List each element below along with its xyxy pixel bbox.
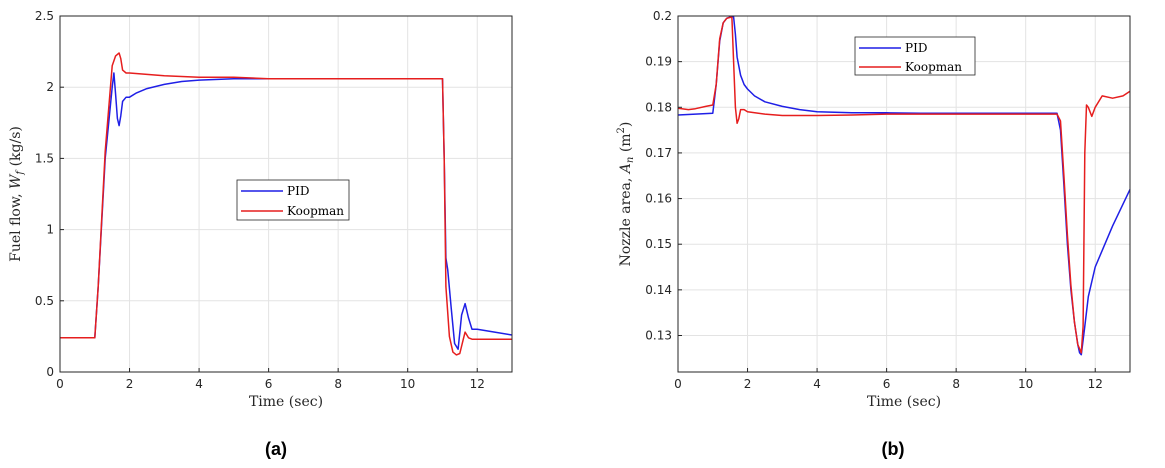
y-axis-label-b: Nozzle area, An (m2): [616, 122, 636, 267]
legend-box-b: [854, 36, 976, 76]
y-axis-label-b-main: Nozzle area,: [618, 173, 634, 266]
axes-frame-b: [677, 15, 1131, 373]
y-axis-label-a-unit: (kg/s): [8, 126, 24, 171]
y-tick-label-b: 0.13: [645, 328, 672, 342]
x-tick-label-b: 2: [744, 377, 752, 391]
y-tick-label-a: 0.5: [35, 294, 54, 308]
x-axis-label-b: Time (sec): [867, 394, 941, 410]
y-tick-label-b: 0.14: [645, 283, 672, 297]
y-tick-label-a: 1: [46, 223, 54, 237]
x-tick-label-a: 2: [126, 377, 134, 391]
x-tick-label-a: 8: [334, 377, 342, 391]
legend-label-pid-a: PID: [287, 184, 309, 198]
y-axis-label-a-sub: f: [15, 169, 26, 176]
x-tick-label-b: 4: [813, 377, 821, 391]
y-axis-label-b-close: ): [618, 122, 634, 127]
series-a: [60, 52, 513, 356]
x-tick-label-b: 6: [883, 377, 891, 391]
y-tick-label-b: 0.18: [645, 100, 672, 114]
y-axis-label-a: Fuel flow, Wf (kg/s): [8, 126, 26, 262]
y-axis-label-b-sub: n: [625, 157, 636, 163]
legend-label-koopman-a: Koopman: [287, 204, 344, 218]
y-axis-label-b-unit: (m: [618, 133, 634, 156]
y-tick-label-b: 0.17: [645, 146, 672, 160]
y-axis-label-a-main: Fuel flow,: [8, 189, 24, 262]
x-tick-label-a: 12: [470, 377, 485, 391]
caption-b: (b): [882, 439, 905, 459]
y-tick-label-b: 0.16: [645, 192, 672, 206]
x-tick-label-a: 10: [400, 377, 415, 391]
y-tick-label-a: 1.5: [35, 151, 54, 165]
legend-label-pid-b: PID: [905, 41, 927, 55]
series-b: [677, 16, 1131, 356]
x-tick-label-a: 0: [56, 377, 64, 391]
y-tick-label-b: 0.2: [653, 9, 672, 23]
y-tick-label-a: 0: [46, 365, 54, 379]
legend-box-a: [236, 179, 350, 221]
series-line-koopman-b: [677, 16, 1131, 354]
y-axis-label-a-var: W: [8, 173, 24, 189]
y-tick-label-a: 2.5: [35, 9, 54, 23]
panel-a: 0 2 4 6 8 10 12 0 0.5 1 1.5 2 2.5 Time (sec) Fuel fl…: [8, 9, 513, 459]
x-tick-label-b: 10: [1018, 377, 1033, 391]
y-tick-label-a: 2: [46, 80, 54, 94]
legend-b: PID Koopman: [854, 36, 976, 76]
x-tick-label-b: 12: [1088, 377, 1103, 391]
y-axis-label-b-var: A: [618, 163, 634, 175]
caption-a: (a): [265, 439, 287, 459]
x-tick-label-a: 6: [265, 377, 273, 391]
x-tick-label-b: 0: [674, 377, 682, 391]
y-tick-label-b: 0.15: [645, 237, 672, 251]
axes-frame-a: [59, 15, 513, 373]
x-tick-label-a: 4: [195, 377, 203, 391]
panel-b: 0 2 4 6 8 10 12 0.13 0.14 0.15 0.16 0.17 0.18 0.19 0.2…: [616, 9, 1131, 459]
y-axis-label-b-sup: 2: [616, 127, 627, 133]
series-line-koopman-a: [60, 52, 512, 356]
y-tick-label-b: 0.19: [645, 55, 672, 69]
ticks-a: 0 2 4 6 8 10 12 0 0.5 1 1.5 2 2.5: [35, 9, 485, 391]
x-tick-label-b: 8: [952, 377, 960, 391]
legend-a: PID Koopman: [236, 179, 350, 221]
legend-label-koopman-b: Koopman: [905, 60, 962, 74]
ticks-b: 0 2 4 6 8 10 12 0.13 0.14 0.15 0.16 0.17 0.18 0.19 0.2: [645, 9, 1103, 391]
x-axis-label-a: Time (sec): [249, 394, 323, 410]
